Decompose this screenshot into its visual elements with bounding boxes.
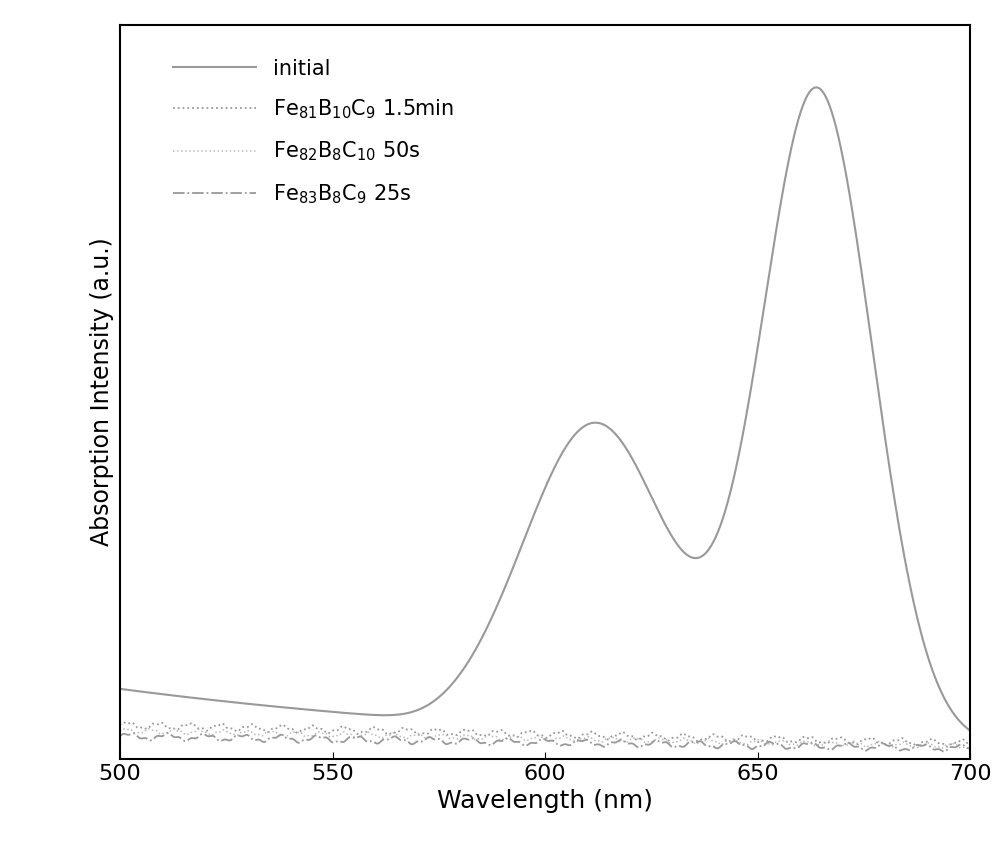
X-axis label: Wavelength (nm): Wavelength (nm) [437, 789, 653, 813]
Y-axis label: Absorption Intensity (a.u.): Absorption Intensity (a.u.) [90, 238, 114, 546]
Legend: initial, Fe$_{81}$B$_{10}$C$_9$ 1.5min, Fe$_{82}$B$_8$C$_{10}$ 50s, Fe$_{83}$B$_: initial, Fe$_{81}$B$_{10}$C$_9$ 1.5min, … [164, 51, 462, 214]
